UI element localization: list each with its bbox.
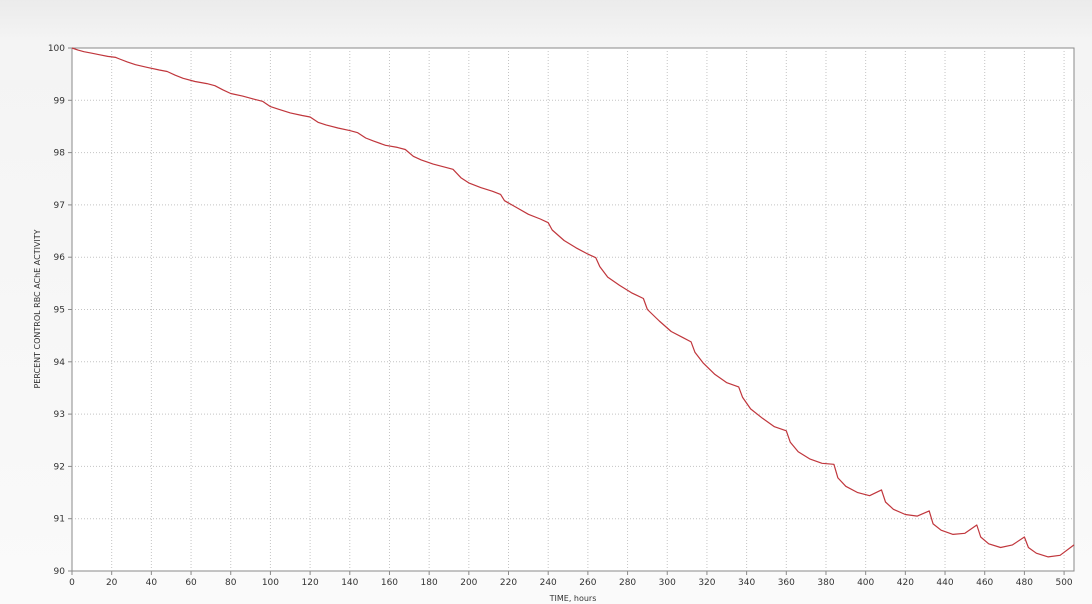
grid-lines	[72, 48, 1074, 571]
y-tick-label: 91	[54, 515, 65, 525]
x-tick-label: 260	[579, 578, 596, 588]
y-axis-label: PERCENT CONTROL RBC AChE ACTIVITY	[33, 229, 42, 388]
series-group	[71, 47, 1075, 558]
x-tick-label: 420	[897, 578, 914, 588]
x-tick-label: 140	[341, 578, 358, 588]
x-tick-label: 120	[302, 578, 319, 588]
x-tick-label: 200	[460, 578, 477, 588]
x-tick-label: 440	[936, 578, 953, 588]
y-tick-label: 98	[54, 149, 66, 159]
x-tick-label: 160	[381, 578, 398, 588]
y-tick-label: 99	[54, 96, 66, 106]
y-tick-label: 90	[54, 567, 66, 577]
y-tick-label: 94	[54, 358, 66, 368]
x-tick-label: 300	[659, 578, 676, 588]
y-tick-label: 95	[54, 306, 65, 316]
y-tick-label: 93	[54, 410, 65, 420]
x-tick-label: 280	[619, 578, 636, 588]
x-tick-label: 360	[778, 578, 795, 588]
x-axis: 0 20 40 60 80 100 120 140 160 180 200 220 240 260 280 3…	[69, 571, 1073, 588]
x-tick-label: 100	[262, 578, 279, 588]
y-tick-label: 92	[54, 462, 65, 472]
x-tick-label: 40	[146, 578, 158, 588]
x-tick-label: 60	[185, 578, 197, 588]
x-tick-label: 0	[69, 578, 75, 588]
x-axis-label: TIME, hours	[549, 594, 597, 603]
x-tick-label: 320	[698, 578, 715, 588]
x-tick-label: 80	[225, 578, 237, 588]
series-line	[71, 47, 1075, 558]
x-tick-label: 400	[857, 578, 874, 588]
x-tick-label: 180	[421, 578, 438, 588]
x-tick-label: 460	[976, 578, 993, 588]
y-axis: 90 91 92 93 94 95 96 97 98 99 100	[48, 44, 72, 577]
y-tick-label: 100	[48, 44, 65, 54]
x-tick-label: 20	[106, 578, 118, 588]
x-tick-label: 380	[817, 578, 834, 588]
y-tick-label: 96	[54, 253, 66, 263]
x-tick-label: 220	[500, 578, 517, 588]
x-tick-label: 500	[1055, 578, 1072, 588]
x-tick-label: 340	[738, 578, 755, 588]
x-tick-label: 240	[540, 578, 557, 588]
x-tick-label: 480	[1016, 578, 1033, 588]
y-tick-label: 97	[54, 201, 65, 211]
